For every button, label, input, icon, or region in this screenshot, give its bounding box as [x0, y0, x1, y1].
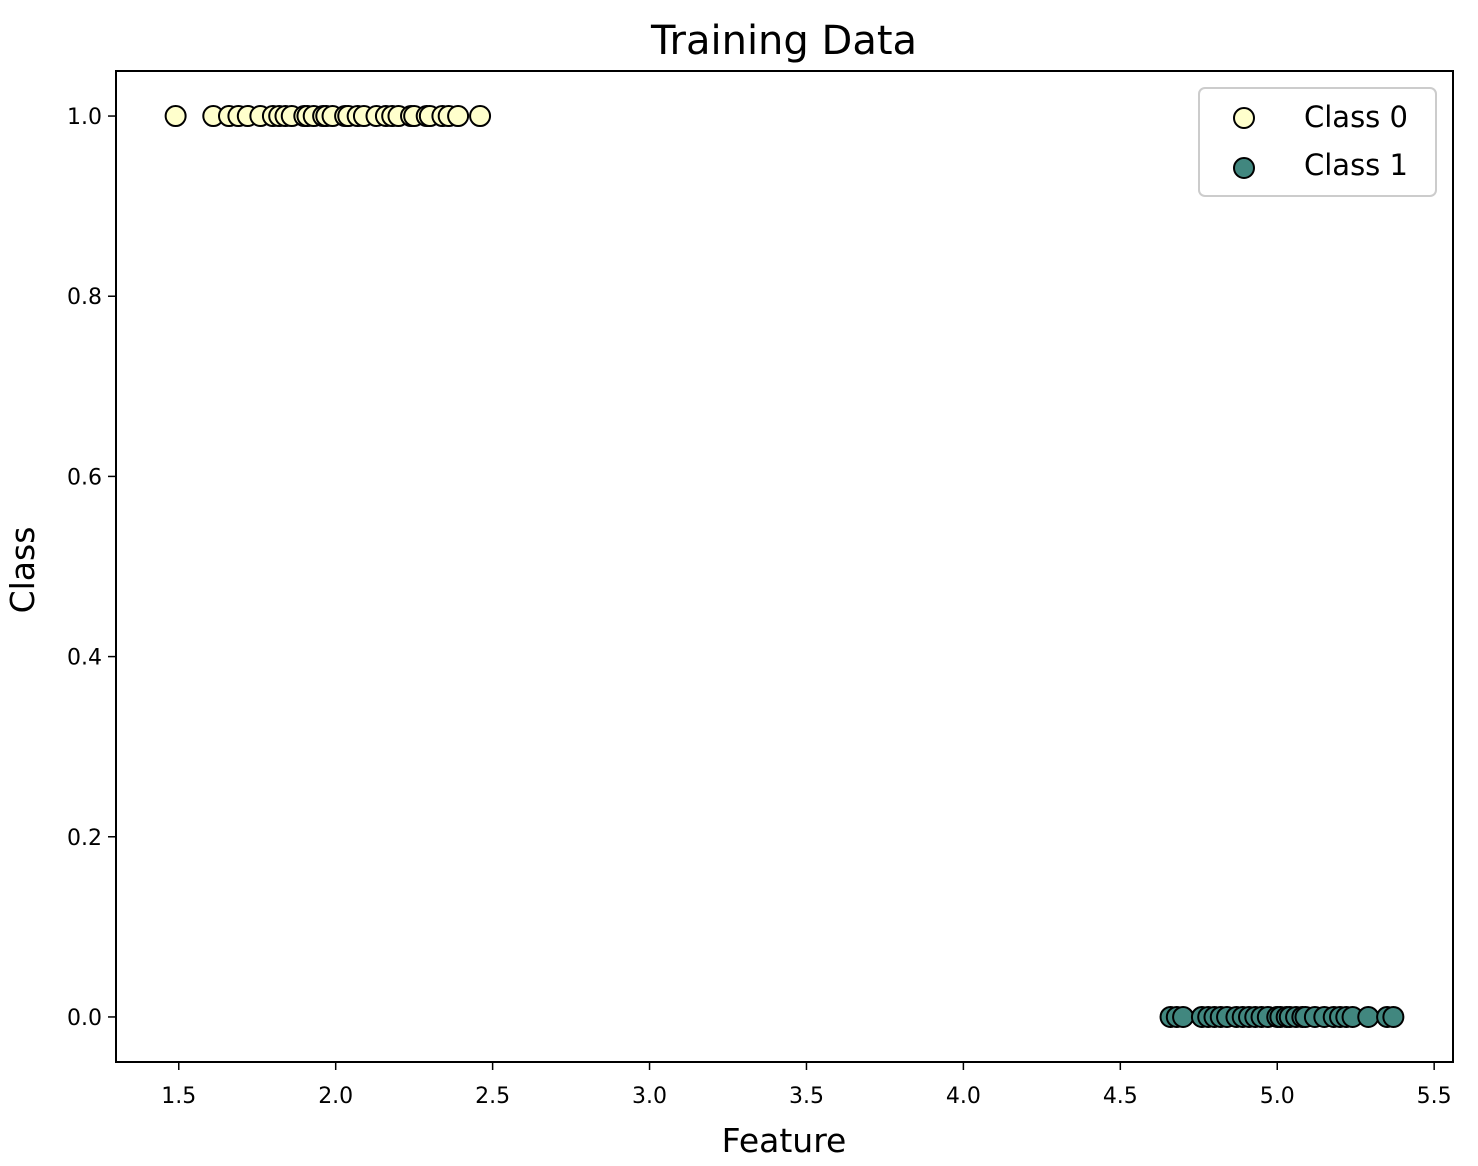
x-tick-label: 3.0 [632, 1084, 667, 1109]
y-tick-label: 0.4 [67, 646, 102, 671]
class-0-point [469, 105, 492, 128]
x-tick-label: 5.0 [1260, 1084, 1295, 1109]
legend: Class 0 Class 1 [1198, 87, 1437, 197]
legend-box [1198, 87, 1437, 197]
x-tick-label: 3.5 [789, 1084, 824, 1109]
points-layer [164, 105, 1405, 1028]
y-axis-ticks: 0.0 0.2 0.4 0.6 0.8 1.0 [67, 105, 116, 1031]
legend-marker-class-0 [1233, 107, 1255, 129]
x-tick-label: 4.0 [946, 1084, 981, 1109]
class-1-point [1382, 1005, 1405, 1028]
y-tick-label: 1.0 [67, 105, 102, 130]
class-0-point [447, 105, 470, 128]
class-1-point [1357, 1005, 1380, 1028]
x-tick-label: 2.5 [475, 1084, 510, 1109]
x-axis-ticks: 1.5 2.0 2.5 3.0 3.5 4.0 4.5 5.0 5.5 [161, 1062, 1452, 1109]
legend-label-class-1: Class 1 [1304, 148, 1408, 182]
x-axis-label: Feature [722, 1121, 847, 1160]
x-tick-label: 5.5 [1417, 1084, 1452, 1109]
y-axis-label: Class [3, 527, 42, 614]
chart-title: Training Data [650, 18, 917, 64]
y-tick-label: 0.6 [67, 465, 102, 490]
plot-frame [115, 70, 1454, 1063]
legend-label-class-0: Class 0 [1304, 100, 1408, 134]
legend-marker-class-1 [1233, 157, 1255, 179]
x-tick-label: 2.0 [318, 1084, 353, 1109]
class-1-point [1172, 1005, 1195, 1028]
x-tick-label: 1.5 [161, 1084, 196, 1109]
x-tick-label: 4.5 [1103, 1084, 1138, 1109]
y-tick-label: 0.2 [67, 826, 102, 851]
y-tick-label: 0.8 [67, 285, 102, 310]
y-tick-label: 0.0 [67, 1006, 102, 1031]
class-0-point [164, 105, 187, 128]
